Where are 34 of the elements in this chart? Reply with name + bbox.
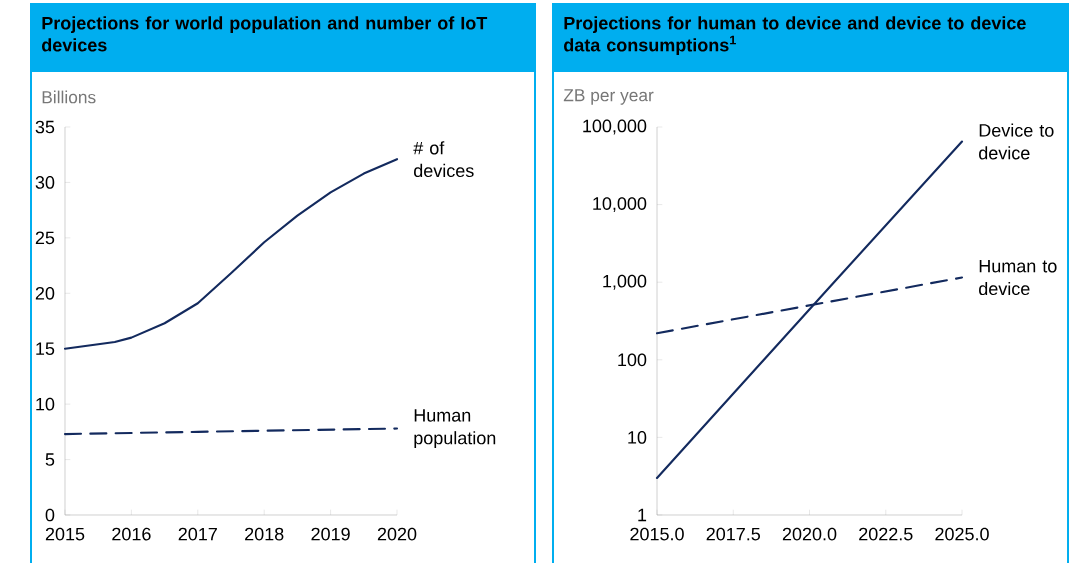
y-tick-label: 100 (618, 353, 647, 367)
y-tick-label: 100,000 (583, 119, 647, 135)
y-tick-label: 10,000 (593, 197, 647, 213)
series-label: Device to device (979, 123, 1054, 160)
x-tick-label: 2020 (377, 527, 417, 541)
y-tick-label: 35 (35, 120, 55, 134)
x-tick-label: 2018 (245, 527, 284, 541)
y-tick-label: 20 (35, 286, 55, 300)
x-tick-label: 2016 (112, 527, 151, 541)
x-tick-label: 2017 (178, 527, 217, 541)
y-tick-label: 10 (628, 431, 647, 444)
y-axis-title: Billions (42, 90, 96, 104)
series-label: Human to device (979, 259, 1057, 296)
chart-title: Projections for human to device and device to device data consumptions$^{1}$ (564, 16, 1026, 56)
y-tick-label: 30 (35, 176, 55, 189)
x-tick-label: 2015.0 (630, 527, 684, 541)
y-tick-label: 1,000 (603, 274, 647, 290)
x-tick-label: 2020.0 (782, 527, 837, 541)
x-tick-label: 2017.5 (706, 527, 761, 541)
x-tick-label: 2025.0 (935, 527, 989, 541)
x-tick-label: 2022.5 (859, 527, 913, 541)
line-series (63, 158, 399, 350)
y-tick-label: 0 (45, 508, 55, 522)
x-tick-label: 2019 (311, 527, 350, 541)
y-axis-title: ZB per year (563, 89, 654, 105)
chart-title: Projections for world population and number of IoT devices (42, 16, 488, 52)
y-tick-label: 25 (35, 231, 55, 245)
y-tick-label: 1 (638, 508, 647, 522)
x-tick-label: 2015 (45, 527, 85, 541)
y-tick-label: 10 (36, 397, 55, 411)
y-tick-label: 15 (36, 342, 55, 355)
series-label: Human population (414, 409, 496, 448)
series-label: # of devices (413, 141, 474, 178)
y-tick-label: 5 (45, 453, 55, 466)
